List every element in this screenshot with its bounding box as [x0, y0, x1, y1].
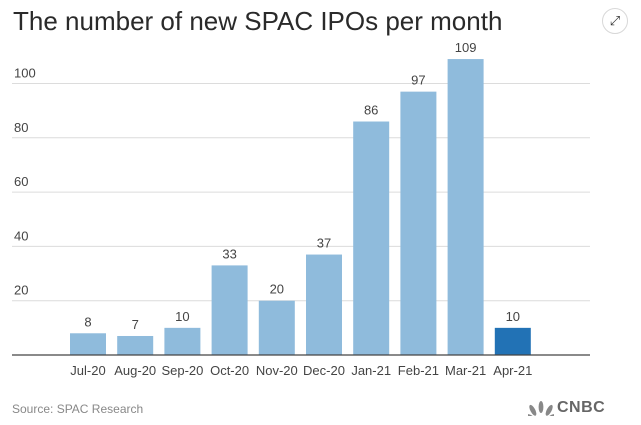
logo-text: CNBC — [557, 399, 606, 416]
bar-value-label: 10 — [506, 309, 520, 324]
bar — [494, 327, 531, 355]
bar — [447, 59, 484, 355]
bar-value-label: 86 — [364, 103, 378, 118]
chart-title: The number of new SPAC IPOs per month — [13, 6, 503, 36]
x-tick-label: Jul-20 — [70, 363, 105, 378]
y-tick-label: 40 — [14, 228, 28, 243]
bar-value-label: 33 — [222, 246, 236, 261]
bar — [400, 91, 437, 356]
bar-value-label: 109 — [455, 40, 477, 55]
source-note: Source: SPAC Research — [12, 402, 144, 416]
bar — [164, 327, 201, 355]
x-tick-label: Aug-20 — [114, 363, 156, 378]
bar-value-label: 7 — [132, 317, 139, 332]
bar-value-label: 37 — [317, 236, 331, 251]
bar-value-label: 97 — [411, 73, 425, 88]
bar-value-label: 10 — [175, 309, 189, 324]
x-tick-label: Feb-21 — [398, 363, 439, 378]
x-tick-label: Apr-21 — [493, 363, 532, 378]
bar — [70, 333, 106, 355]
bar — [353, 121, 390, 355]
x-tick-label: Oct-20 — [210, 363, 249, 378]
y-tick-label: 20 — [14, 283, 28, 298]
bar-value-label: 20 — [270, 282, 284, 297]
bar — [211, 265, 248, 355]
x-tick-label: Sep-20 — [161, 363, 203, 378]
cnbc-logo: CNBC — [528, 399, 605, 417]
expand-arrows-icon[interactable]: ⤢ — [602, 8, 628, 34]
x-tick-label: Mar-21 — [445, 363, 486, 378]
bar — [258, 300, 295, 355]
x-tick-label: Jan-21 — [351, 363, 391, 378]
x-tick-label: Nov-20 — [256, 363, 298, 378]
bar-value-label: 8 — [84, 314, 91, 329]
x-tick-label: Dec-20 — [303, 363, 345, 378]
bar — [306, 254, 342, 355]
y-tick-label: 60 — [14, 174, 28, 189]
y-tick-label: 80 — [14, 120, 28, 135]
bar — [117, 335, 154, 355]
peacock-icon — [528, 401, 554, 416]
y-tick-label: 100 — [14, 66, 36, 81]
